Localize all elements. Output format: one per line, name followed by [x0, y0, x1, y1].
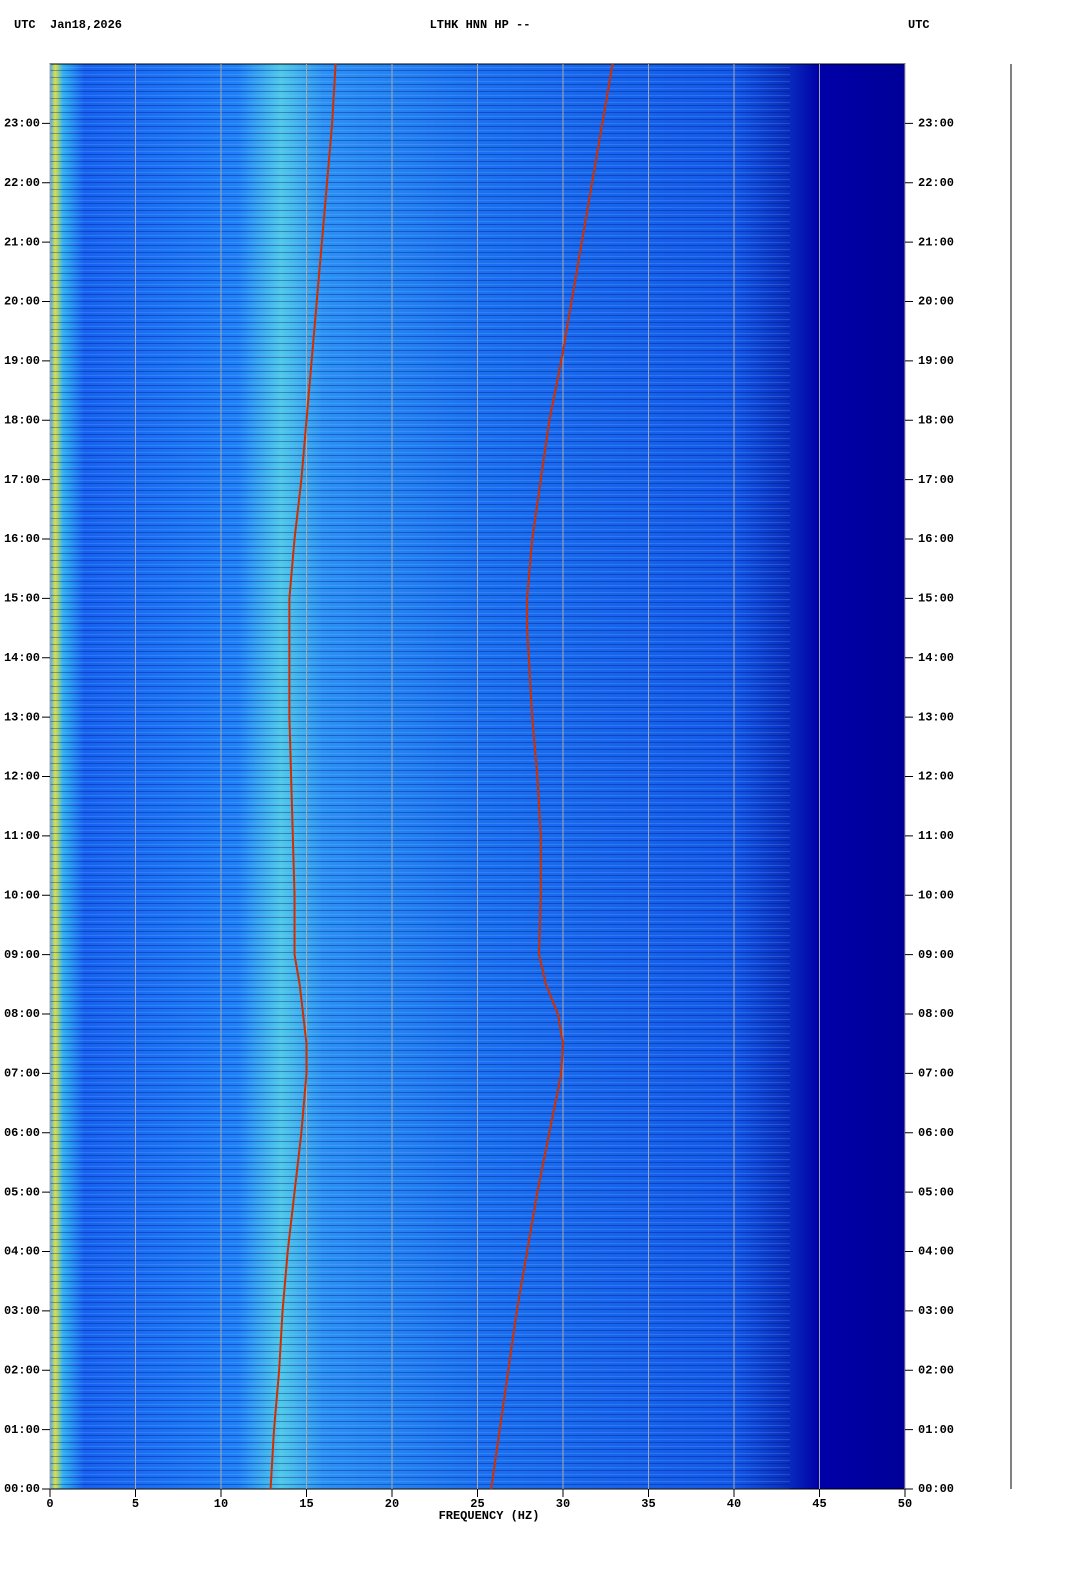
- y-tick-label-right: 06:00: [918, 1126, 954, 1140]
- y-tick-label-right: 22:00: [918, 176, 954, 190]
- x-tick-label: 50: [898, 1497, 912, 1511]
- y-tick-label: 19:00: [4, 354, 40, 368]
- y-tick-label: 21:00: [4, 235, 40, 249]
- x-tick-label: 10: [214, 1497, 228, 1511]
- y-tick-label: 20:00: [4, 295, 40, 309]
- y-tick-label: 11:00: [4, 829, 40, 843]
- y-tick-label-right: 18:00: [918, 413, 954, 427]
- y-tick-label-right: 08:00: [918, 1007, 954, 1021]
- y-tick-label: 01:00: [4, 1423, 40, 1437]
- y-tick-label: 10:00: [4, 888, 40, 902]
- y-tick-label: 23:00: [4, 117, 40, 131]
- y-tick-label-right: 21:00: [918, 235, 954, 249]
- x-tick-label: 20: [385, 1497, 399, 1511]
- y-tick-label-right: 10:00: [918, 888, 954, 902]
- y-tick-label-right: 00:00: [918, 1482, 954, 1496]
- y-tick-label: 00:00: [4, 1482, 40, 1496]
- y-tick-label: 16:00: [4, 532, 40, 546]
- y-tick-label: 13:00: [4, 710, 40, 724]
- y-tick-label: 14:00: [4, 651, 40, 665]
- y-tick-label-right: 07:00: [918, 1067, 954, 1081]
- y-tick-label: 02:00: [4, 1363, 40, 1377]
- x-tick-label: 30: [556, 1497, 570, 1511]
- timezone-label: UTC: [14, 18, 36, 32]
- date-label: Jan18,2026: [50, 18, 122, 32]
- y-tick-label-right: 04:00: [918, 1245, 954, 1259]
- y-tick-label-right: 23:00: [918, 117, 954, 131]
- y-tick-label: 15:00: [4, 592, 40, 606]
- chart-title: LTHK HNN HP --: [430, 18, 531, 32]
- x-axis-label: FREQUENCY (HZ): [439, 1509, 540, 1523]
- y-tick-label: 18:00: [4, 413, 40, 427]
- y-tick-label-right: 15:00: [918, 592, 954, 606]
- y-tick-label-right: 09:00: [918, 948, 954, 962]
- tone-track: [269, 63, 337, 1490]
- y-tick-label-right: 13:00: [918, 710, 954, 724]
- timezone-label-right: UTC: [908, 18, 930, 32]
- y-tick-label-right: 14:00: [918, 651, 954, 665]
- y-tick-label: 03:00: [4, 1304, 40, 1318]
- x-tick-label: 35: [641, 1497, 655, 1511]
- y-tick-label-right: 11:00: [918, 829, 954, 843]
- spectrogram-texture: [50, 64, 790, 1489]
- y-tick-label: 09:00: [4, 948, 40, 962]
- y-tick-label-right: 20:00: [918, 295, 954, 309]
- y-tick-label-right: 03:00: [918, 1304, 954, 1318]
- y-tick-label-right: 12:00: [918, 770, 954, 784]
- y-tick-label: 12:00: [4, 770, 40, 784]
- y-tick-label: 05:00: [4, 1185, 40, 1199]
- y-tick-label: 17:00: [4, 473, 40, 487]
- y-tick-label-right: 19:00: [918, 354, 954, 368]
- y-tick-label: 22:00: [4, 176, 40, 190]
- y-tick-label-right: 05:00: [918, 1185, 954, 1199]
- y-tick-label: 04:00: [4, 1245, 40, 1259]
- x-tick-label: 15: [299, 1497, 313, 1511]
- x-tick-label: 0: [46, 1497, 53, 1511]
- x-tick-label: 25: [470, 1497, 484, 1511]
- y-tick-label-right: 17:00: [918, 473, 954, 487]
- x-tick-label: 5: [132, 1497, 139, 1511]
- y-tick-label: 08:00: [4, 1007, 40, 1021]
- tone-track: [490, 63, 614, 1490]
- y-tick-label-right: 01:00: [918, 1423, 954, 1437]
- y-tick-label-right: 16:00: [918, 532, 954, 546]
- y-tick-label-right: 02:00: [918, 1363, 954, 1377]
- x-tick-label: 40: [727, 1497, 741, 1511]
- x-tick-label: 45: [812, 1497, 826, 1511]
- y-tick-label: 07:00: [4, 1067, 40, 1081]
- y-tick-label: 06:00: [4, 1126, 40, 1140]
